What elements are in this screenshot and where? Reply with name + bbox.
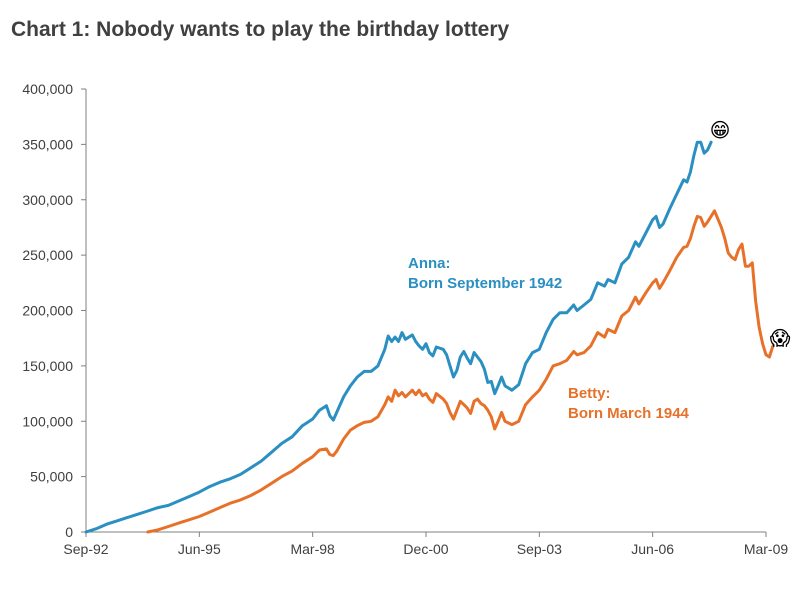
y-tick-label: 100,000 <box>22 413 73 429</box>
y-tick-label: 150,000 <box>22 358 73 374</box>
betty-series-label-name: Betty: <box>568 385 611 402</box>
x-tick-label: Sep-03 <box>517 541 562 557</box>
x-tick-label: Dec-00 <box>403 541 448 557</box>
grinning-face-icon: 😁 <box>710 120 731 142</box>
x-axis-ticks: Sep-92 Jun-95 Mar-98 Dec-00 Sep-03 Jun-06 Mar-… <box>63 532 788 557</box>
x-tick-label: Sep-92 <box>63 541 108 557</box>
x-tick-label: Jun-95 <box>178 541 221 557</box>
anna-series-line <box>84 140 713 534</box>
anna-series-label-birth: Born September 1942 <box>408 275 562 292</box>
y-tick-label: 0 <box>65 524 73 540</box>
betty-series-line <box>146 209 775 534</box>
x-tick-label: Jun-06 <box>631 541 674 557</box>
y-tick-label: 200,000 <box>22 303 73 319</box>
x-tick-label: Mar-98 <box>290 541 335 557</box>
y-axis-ticks: 0 50,000 100,000 150,000 200,000 250,000 300,0… <box>22 81 86 540</box>
y-tick-label: 350,000 <box>22 136 73 152</box>
anna-series-label-name: Anna: <box>408 255 451 272</box>
series-lines <box>84 140 775 534</box>
y-tick-label: 300,000 <box>22 192 73 208</box>
y-tick-label: 50,000 <box>30 469 73 485</box>
y-tick-label: 250,000 <box>22 247 73 263</box>
screaming-face-icon: 😱 <box>770 328 791 350</box>
y-tick-label: 400,000 <box>22 81 73 97</box>
betty-series-label-birth: Born March 1944 <box>568 405 690 422</box>
chart-title: Chart 1: Nobody wants to play the birthd… <box>11 18 510 41</box>
x-tick-label: Mar-09 <box>744 541 789 557</box>
